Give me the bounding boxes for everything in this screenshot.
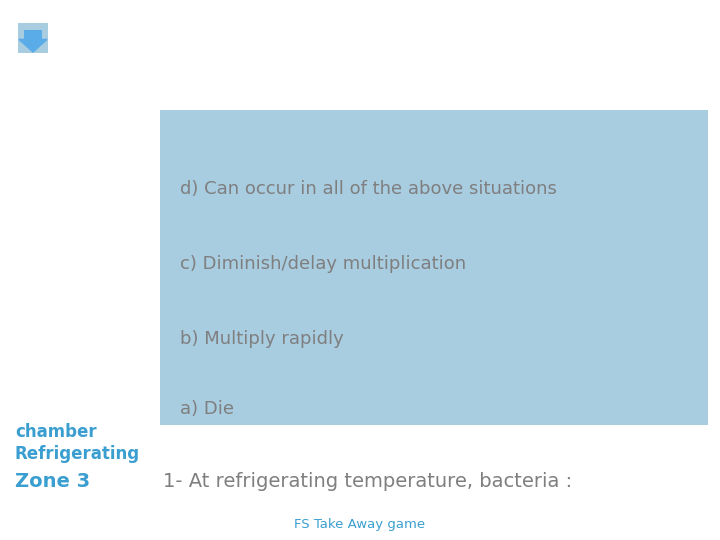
Text: 1- At refrigerating temperature, bacteria :: 1- At refrigerating temperature, bacteri… — [163, 472, 572, 491]
FancyBboxPatch shape — [17, 23, 48, 53]
Text: FS Take Away game: FS Take Away game — [294, 518, 426, 531]
Text: a) Die: a) Die — [180, 400, 234, 418]
FancyBboxPatch shape — [160, 110, 708, 425]
Text: c) Diminish/delay multiplication: c) Diminish/delay multiplication — [180, 255, 466, 273]
Text: b) Multiply rapidly: b) Multiply rapidly — [180, 330, 343, 348]
Text: d) Can occur in all of the above situations: d) Can occur in all of the above situati… — [180, 180, 557, 198]
Polygon shape — [19, 39, 47, 52]
Text: Zone 3: Zone 3 — [15, 472, 90, 491]
FancyBboxPatch shape — [24, 30, 42, 42]
Text: Refrigerating: Refrigerating — [15, 445, 140, 463]
Text: chamber: chamber — [15, 423, 96, 441]
